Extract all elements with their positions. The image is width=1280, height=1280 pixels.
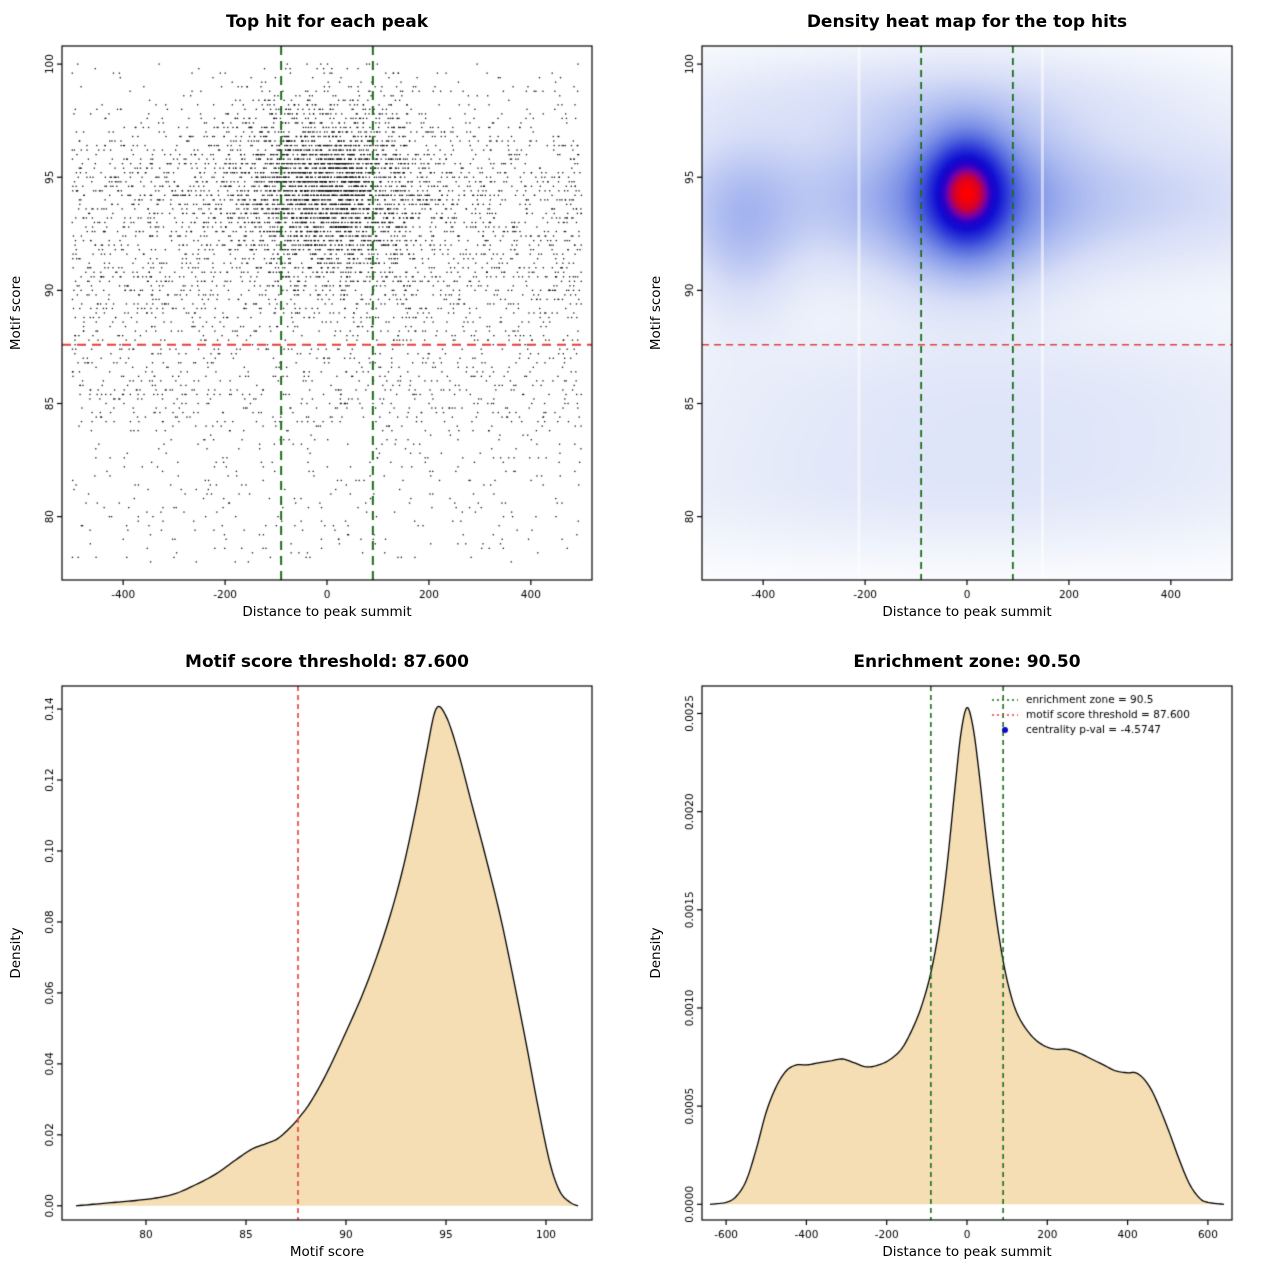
y-axis-label: Density [8,927,24,979]
y-axis-label: Motif score [8,275,24,351]
panel-distance-density: Enrichment zone: 90.50 Distance to peak … [640,640,1280,1280]
x-axis-label: Distance to peak summit [242,604,412,620]
panel-density-heatmap: Density heat map for the top hits Distan… [640,0,1280,640]
panel-scatter-top-hits: Top hit for each peak Distance to peak s… [0,0,640,640]
score-density-canvas [0,640,640,1280]
panel-title: Enrichment zone: 90.50 [853,652,1081,672]
heatmap-canvas [640,0,1280,640]
scatter-plot-canvas [0,0,640,640]
panel-title: Motif score threshold: 87.600 [185,652,469,672]
y-axis-label: Motif score [648,275,664,351]
panel-motif-score-density: Motif score threshold: 87.600 Motif scor… [0,640,640,1280]
x-axis-label: Distance to peak summit [882,604,1052,620]
panel-title: Density heat map for the top hits [806,12,1128,32]
y-axis-label: Density [648,927,664,979]
distance-density-canvas [640,640,1280,1280]
x-axis-label: Distance to peak summit [882,1244,1052,1260]
x-axis-label: Motif score [289,1244,365,1260]
panel-title: Top hit for each peak [225,12,429,32]
